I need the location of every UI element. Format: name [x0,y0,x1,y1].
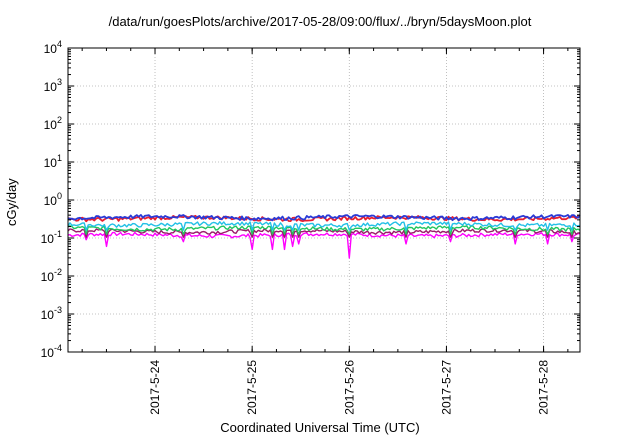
y-tick-label: 102 [44,115,62,132]
series-line [67,231,581,259]
y-axis-label: cGy/day [4,178,19,226]
chart-title: /data/run/goesPlots/archive/2017-05-28/0… [108,14,532,29]
x-tick-label: 2017-5-27 [439,360,453,415]
series-line [67,213,581,222]
x-tick-label: 2017-5-28 [537,360,551,415]
series-line [67,221,581,231]
series-line [67,225,581,235]
x-tick-label: 2017-5-24 [148,360,162,415]
x-axis-ticks: 2017-5-24 2017-5-25 2017-5-26 2017-5-27 2017… [81,48,569,415]
y-tick-label: 103 [44,77,62,94]
y-tick-label: 100 [44,191,62,208]
y-tick-label: 10-2 [41,267,62,284]
y-tick-label: 10-4 [41,343,62,360]
series-lines [67,213,581,259]
y-tick-label: 10-3 [41,305,62,322]
x-tick-label: 2017-5-26 [342,360,356,415]
x-axis-label: Coordinated Universal Time (UTC) [220,420,420,435]
y-axis-ticks: 10-4 10-3 10-2 10-1 100 101 102 103 104 [41,39,580,360]
grid-lines [68,48,580,352]
y-tick-label: 10-1 [41,229,62,246]
y-tick-label: 101 [44,153,62,170]
x-tick-label: 2017-5-25 [245,360,259,415]
y-tick-label: 104 [44,39,62,56]
